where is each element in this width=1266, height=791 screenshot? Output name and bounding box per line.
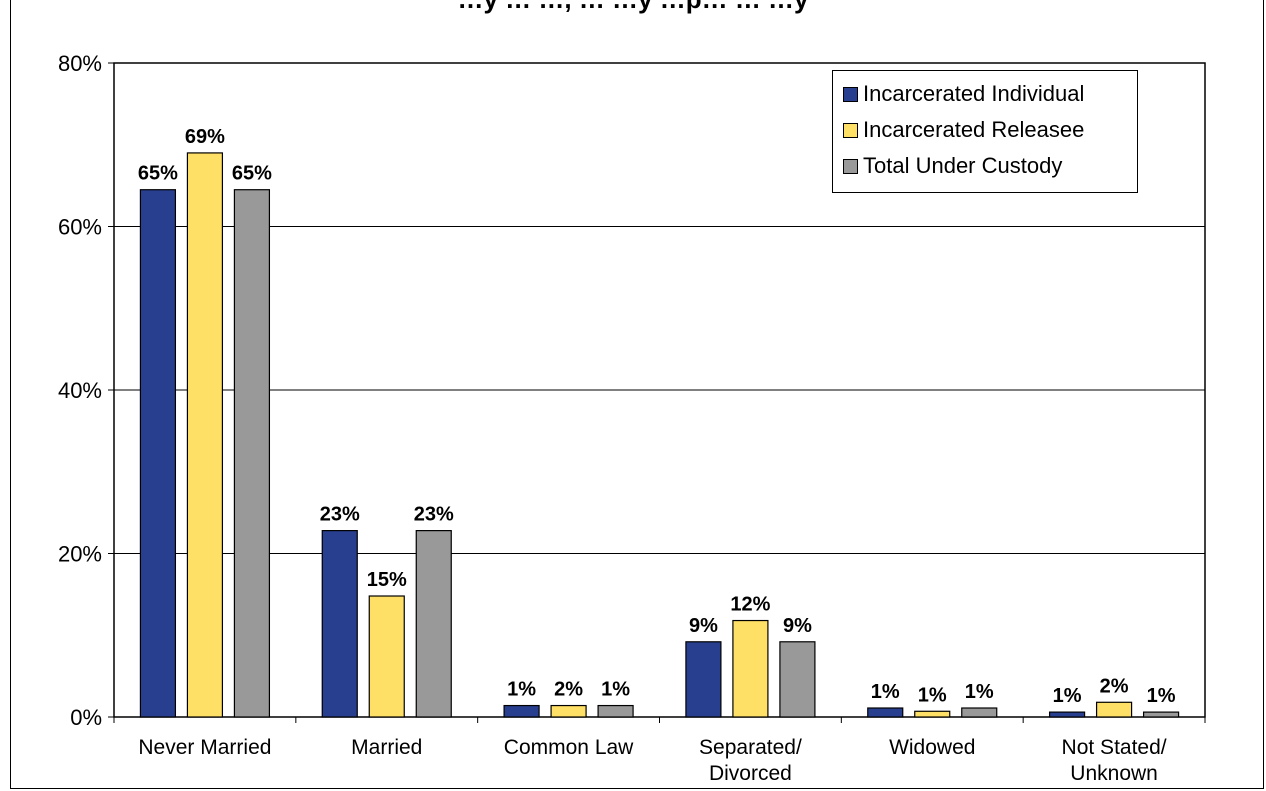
- chart-title: …y … …, … …y …p… … …y: [0, 0, 1266, 15]
- data-label: 1%: [1147, 685, 1176, 707]
- legend-label: Incarcerated Releasee: [863, 117, 1085, 142]
- bar: [867, 707, 904, 718]
- data-label: 65%: [232, 163, 272, 185]
- x-tick-label: Common Law: [504, 736, 634, 759]
- data-label: 12%: [730, 594, 770, 616]
- data-label: 1%: [601, 679, 630, 701]
- y-tick-label: 80%: [58, 51, 102, 76]
- data-label: 1%: [965, 681, 994, 703]
- legend-label: Total Under Custody: [863, 153, 1063, 178]
- legend-item-incarcerated-releasee: Incarcerated Releasee: [833, 112, 1137, 148]
- data-label: 15%: [367, 569, 407, 591]
- bar: [779, 641, 816, 718]
- bar: [550, 704, 587, 718]
- legend-label: Incarcerated Individual: [863, 81, 1085, 106]
- data-label: 9%: [689, 615, 718, 637]
- y-tick-label: 60%: [58, 215, 102, 240]
- bar: [233, 189, 271, 718]
- x-tick-label: Widowed: [889, 736, 975, 759]
- bar: [1048, 711, 1086, 718]
- bar: [368, 595, 405, 718]
- x-tick-label: Separated/Divorced: [699, 736, 802, 785]
- legend-swatch: [843, 158, 858, 174]
- data-label: 1%: [1053, 685, 1082, 707]
- data-label: 9%: [783, 615, 812, 637]
- data-label: 1%: [507, 679, 536, 701]
- data-label: 2%: [1100, 675, 1129, 697]
- bar: [186, 152, 224, 718]
- bar: [503, 704, 540, 718]
- chart-legend: Incarcerated Individual Incarcerated Rel…: [832, 70, 1138, 193]
- legend-item-incarcerated-individual: Incarcerated Individual: [833, 76, 1137, 112]
- legend-swatch: [843, 122, 858, 138]
- y-tick-label: 0%: [70, 705, 102, 730]
- bar: [1142, 711, 1180, 718]
- bar: [321, 530, 358, 718]
- bar: [139, 189, 177, 718]
- bar: [1095, 701, 1133, 718]
- x-tick-label: Married: [351, 736, 422, 759]
- y-tick-label: 40%: [58, 378, 102, 403]
- data-label: 1%: [918, 684, 947, 706]
- y-tick-label: 20%: [58, 542, 102, 567]
- x-tick-label: Never Married: [138, 736, 271, 759]
- data-label: 2%: [554, 679, 583, 701]
- chart-frame: [10, 0, 1264, 789]
- legend-item-total-under-custody: Total Under Custody: [833, 148, 1137, 184]
- bar: [914, 710, 951, 718]
- data-label: 65%: [138, 163, 178, 185]
- data-label: 69%: [185, 126, 225, 148]
- bar: [415, 530, 452, 718]
- data-label: 23%: [414, 504, 454, 526]
- bar: [685, 641, 722, 718]
- data-label: 1%: [871, 681, 900, 703]
- bar: [597, 704, 634, 718]
- data-label: 23%: [320, 504, 360, 526]
- legend-swatch: [843, 86, 858, 102]
- bar: [961, 707, 998, 718]
- bar: [732, 619, 769, 718]
- x-tick-label: Not Stated/Unknown: [1062, 736, 1167, 785]
